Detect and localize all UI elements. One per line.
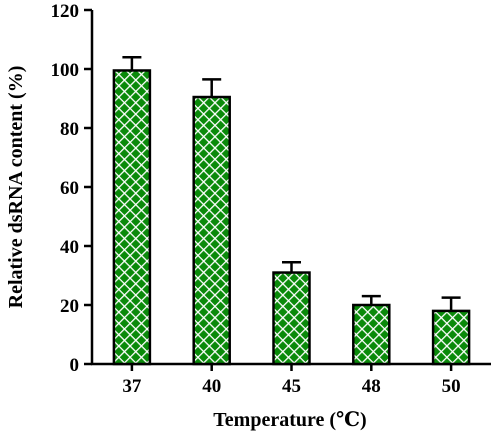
x-tick-label-40: 40 [202, 376, 221, 397]
bars [112, 69, 471, 366]
x-ticks: 37 40 45 48 50 [122, 364, 461, 397]
x-tick-label-45: 45 [282, 376, 301, 397]
y-tick-label-0: 0 [70, 355, 80, 376]
y-tick-label-80: 80 [60, 119, 79, 140]
x-tick-label-50: 50 [442, 376, 461, 397]
y-axis-title: Relative dsRNA content (%) [5, 66, 27, 309]
y-tick-label-40: 40 [60, 237, 79, 258]
y-tick-label-60: 60 [60, 178, 79, 199]
x-axis-title: Temperature (℃) [213, 409, 366, 431]
y-ticks: 0 20 40 60 80 100 120 [51, 1, 92, 376]
bar-50 [431, 309, 471, 366]
bar-45 [272, 271, 311, 366]
y-tick-label-120: 120 [51, 1, 80, 22]
bar-48 [352, 303, 391, 366]
x-tick-label-48: 48 [362, 376, 381, 397]
bar-37 [112, 69, 152, 366]
y-tick-label-100: 100 [51, 60, 80, 81]
error-bars [122, 55, 461, 311]
x-tick-label-37: 37 [122, 376, 142, 397]
bar-40 [192, 95, 231, 366]
y-tick-label-20: 20 [60, 296, 79, 317]
